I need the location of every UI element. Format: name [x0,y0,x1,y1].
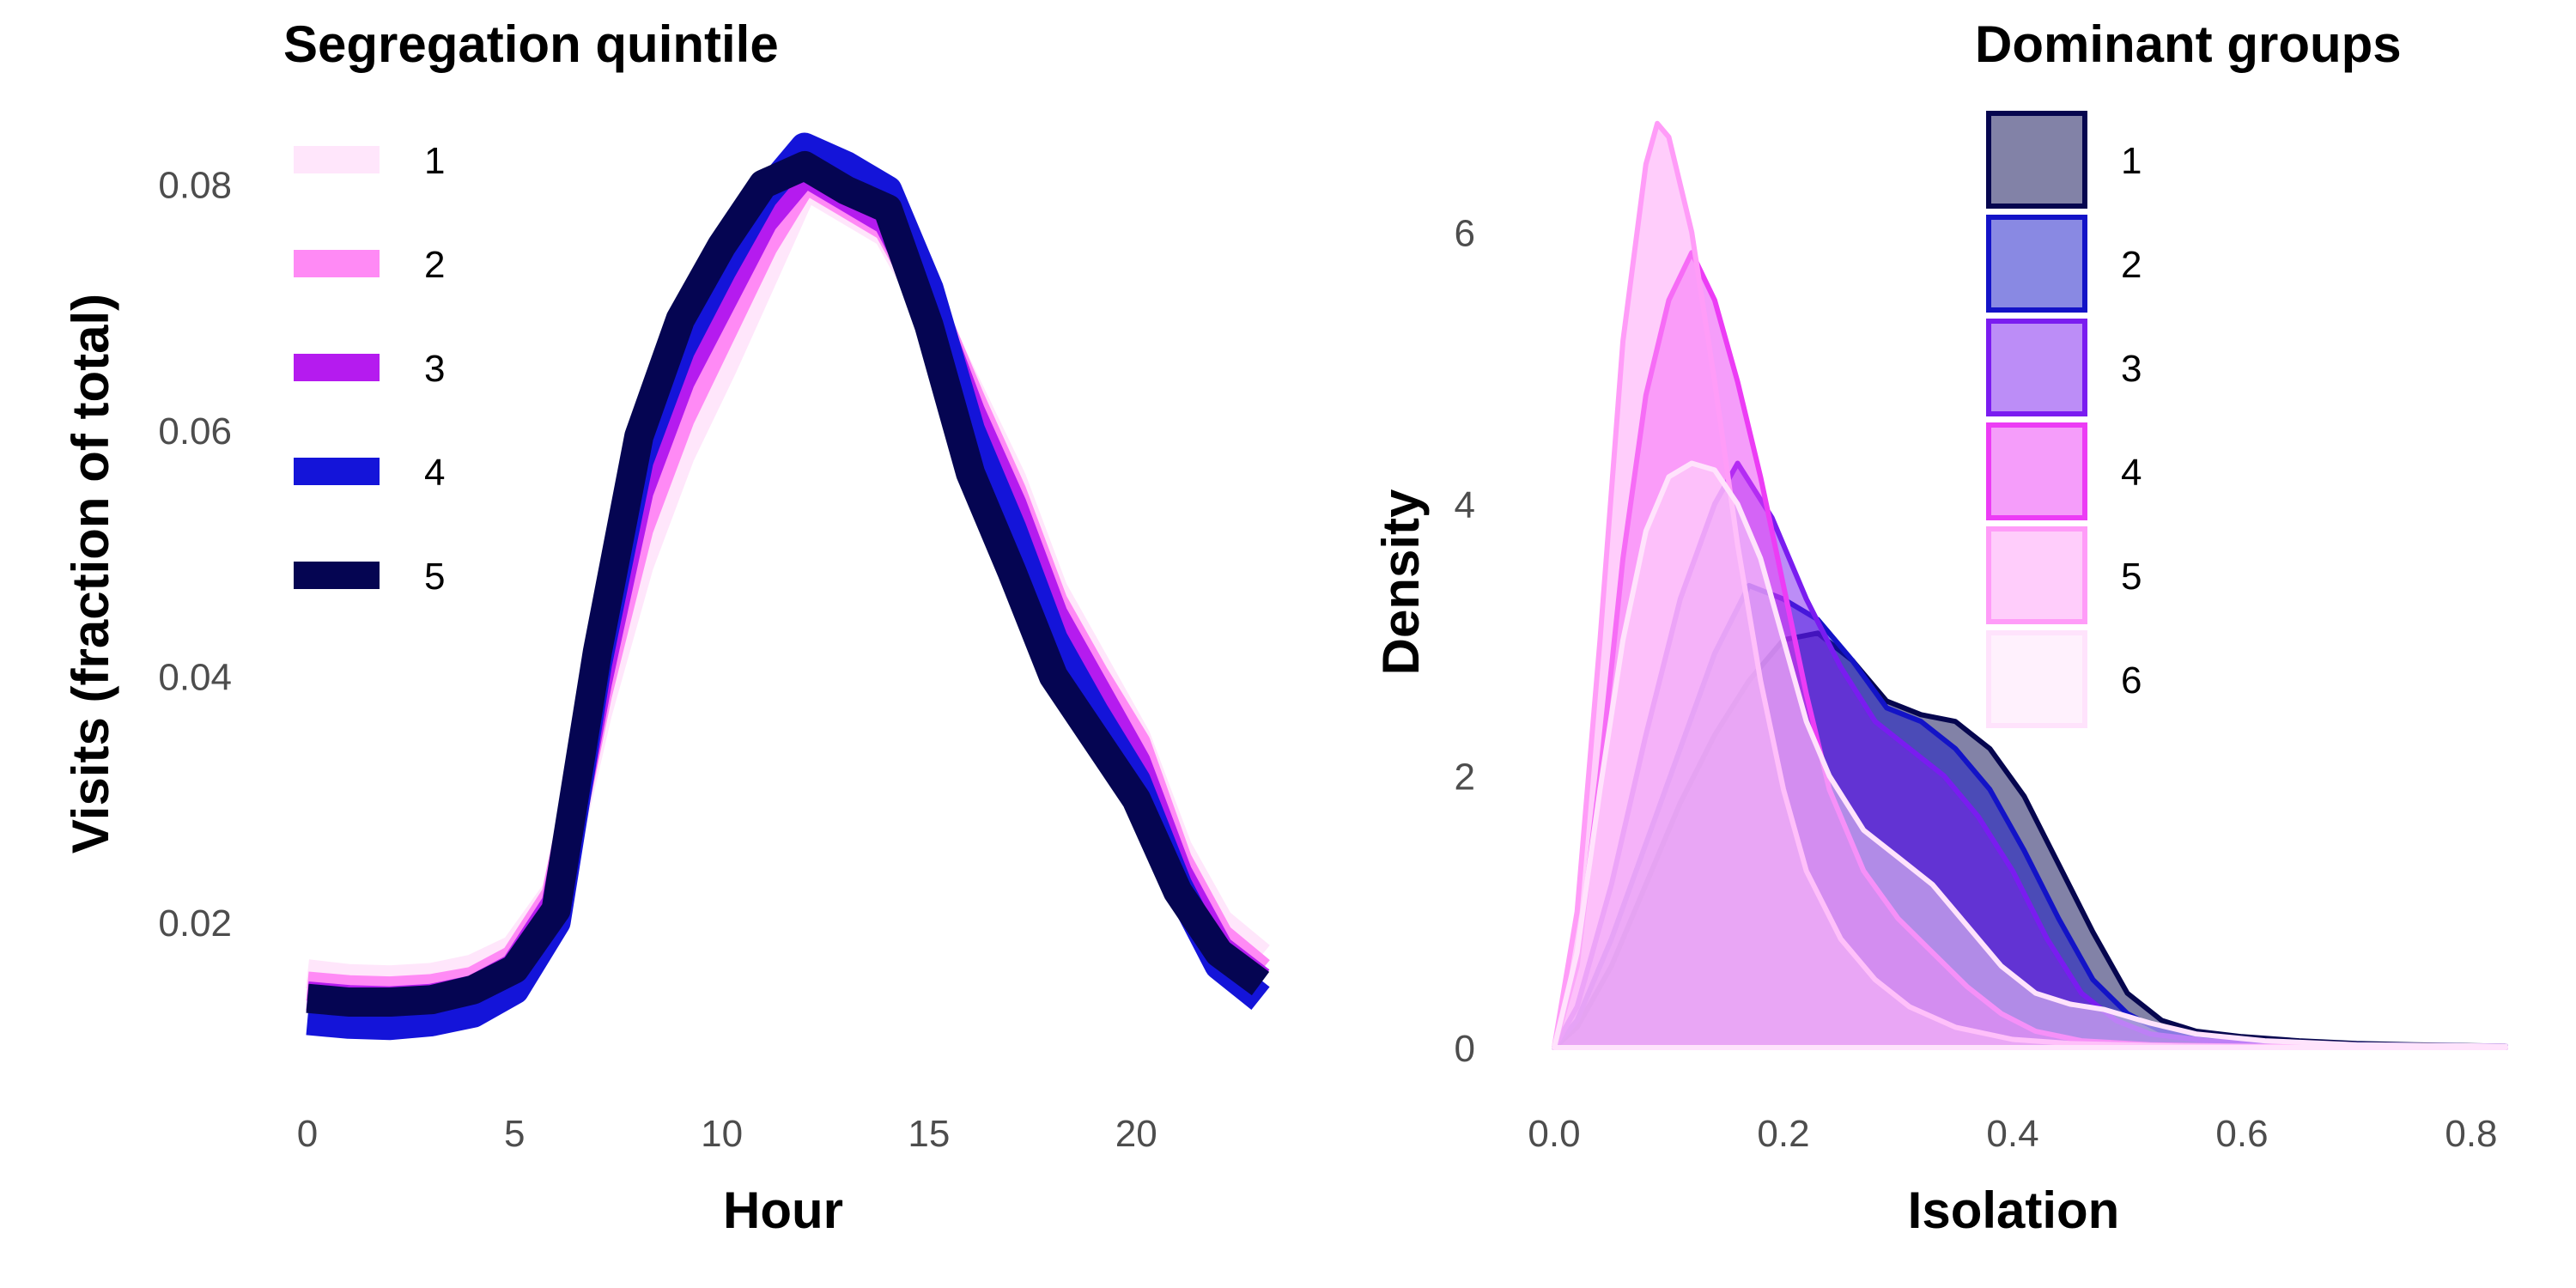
legend-key-4 [294,458,380,485]
y-tick-label: 0.08 [158,164,232,206]
legend-key-6 [1986,630,2087,728]
line-series-group [306,132,1270,1041]
density-area-group [1552,120,2508,1050]
legend-label: 4 [2121,452,2142,494]
x-tick-labels: 0.0 0.2 0.4 0.6 0.8 [1528,1113,2497,1155]
x-tick-label: 0.8 [2445,1113,2497,1155]
y-axis-title: Visits (fraction of total) [62,294,119,854]
y-tick-label: 0.02 [158,902,232,945]
y-tick-label: 2 [1455,756,1475,798]
line-chart-panel: 0 5 10 15 20 0.020.040.060.08 Hour Visits (f… [62,15,1270,1239]
legend-key-2 [1986,215,2087,313]
x-tick-label: 0.6 [2215,1113,2268,1155]
legend-label: 5 [2121,556,2142,598]
line-series-2 [306,163,1270,1006]
x-tick-label: 0 [297,1113,318,1155]
x-axis-title: Hour [723,1182,843,1239]
y-tick-label: 0.06 [158,410,232,453]
line-series-3 [306,157,1270,1016]
legend-key-1 [294,146,380,173]
x-tick-label: 0.4 [1986,1113,2038,1155]
y-tick-label: 4 [1455,484,1475,526]
legend-key-3 [1986,319,2087,416]
legend-key-1 [1986,111,2087,209]
x-axis-title: Isolation [1908,1182,2120,1239]
line-series-4 [306,132,1270,1041]
legend: 1 2 3 4 5 [294,140,445,598]
density-chart-panel: 0.0 0.2 0.4 0.6 0.8 0 2 4 6 Isolation Density D… [1372,15,2508,1239]
legend-label: 3 [424,348,445,390]
y-tick-labels: 0 2 4 6 [1455,212,1475,1070]
legend-label: 1 [424,140,445,182]
legend-label: 4 [424,452,445,494]
legend-title: Segregation quintile [283,15,779,73]
y-tick-label: 6 [1455,212,1475,254]
legend-key-2 [294,250,380,277]
legend-key-3 [294,354,380,381]
y-tick-label: 0.04 [158,656,232,698]
legend-key-5 [1986,526,2087,624]
x-tick-label: 0.0 [1528,1113,1580,1155]
x-tick-label: 20 [1115,1113,1157,1155]
legend-label: 2 [424,244,445,286]
legend-title: Dominant groups [1975,15,2402,73]
y-tick-labels: 0.02 0.04 0.06 0.08 [158,164,232,944]
x-tick-label: 15 [908,1113,950,1155]
x-tick-label: 5 [504,1113,525,1155]
y-tick-label: 0 [1455,1028,1475,1070]
line-series-1 [306,169,1270,995]
line-series-5 [306,151,1270,1017]
legend: 1 2 3 4 5 6 [1986,111,2142,728]
legend-label: 6 [2121,659,2142,702]
legend-key-4 [1986,422,2087,520]
x-tick-labels: 0 5 10 15 20 [297,1113,1157,1155]
legend-label: 3 [2121,348,2142,390]
legend-key-5 [294,562,380,589]
x-tick-label: 0.2 [1757,1113,1809,1155]
y-axis-title: Density [1372,489,1430,675]
legend-label: 5 [424,556,445,598]
density-area-6 [1552,460,2508,1050]
x-tick-label: 10 [701,1113,743,1155]
legend-label: 2 [2121,244,2142,286]
legend-label: 1 [2121,140,2142,182]
